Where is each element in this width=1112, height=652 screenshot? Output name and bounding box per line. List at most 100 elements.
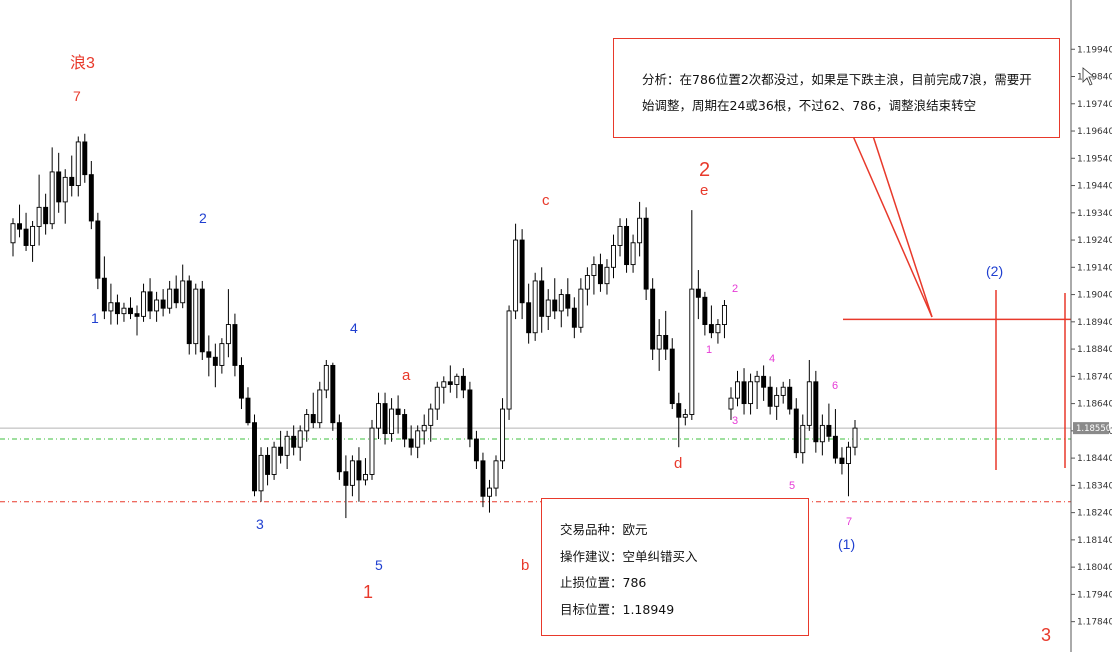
reference-lines [0, 318, 1071, 503]
candle-body [356, 460, 362, 481]
candle [134, 305, 140, 336]
y-tick-label: 1.19840 [1077, 73, 1112, 83]
candle-body [186, 280, 192, 345]
candle-body [578, 288, 584, 328]
candle [526, 283, 532, 344]
candle [167, 280, 173, 314]
candle [323, 359, 329, 399]
candle [382, 392, 388, 445]
y-tick-label: 1.19940 [1077, 45, 1112, 55]
candle-body [676, 403, 682, 418]
candle [154, 291, 160, 322]
candle [565, 278, 571, 317]
candle-body [88, 174, 94, 222]
candle-body [532, 280, 538, 334]
candle-body [291, 435, 297, 448]
candle-body [513, 239, 519, 312]
candle [17, 204, 23, 238]
candle [832, 409, 838, 464]
candle-body [500, 408, 506, 462]
candle [206, 335, 212, 377]
trade-note: 交易品种：欧元 操作建议：空单纠错买入 止损位置：786 目标位置：1.1894… [541, 498, 809, 636]
candle-body [101, 277, 107, 312]
candle-body [75, 141, 81, 186]
candle [493, 455, 499, 497]
candle-body [787, 386, 793, 410]
candle-body [415, 430, 421, 448]
candle-body [369, 427, 375, 475]
candle [304, 409, 310, 442]
candle [578, 278, 584, 333]
candle [95, 212, 101, 290]
candle [75, 136, 81, 197]
candle [754, 370, 760, 410]
candle-body [761, 375, 767, 388]
candle-body [819, 424, 825, 443]
candle [101, 256, 107, 320]
y-tick-label: 1.18640 [1077, 400, 1112, 410]
candle [212, 343, 218, 388]
wave-label-red-2: 2 [699, 159, 710, 181]
candle [114, 294, 120, 325]
candle-body [695, 288, 701, 298]
candle-body [108, 302, 114, 312]
candle-body [519, 239, 525, 304]
candle [715, 319, 721, 344]
candle-body [147, 291, 153, 312]
candle [408, 425, 414, 456]
candle-body [245, 397, 251, 424]
wave-label-red-c: c [542, 192, 550, 209]
wave-label-blue-3: 3 [256, 516, 264, 532]
candle [186, 275, 192, 355]
candle [265, 447, 271, 486]
candle-body [604, 266, 610, 285]
candle-body [774, 394, 780, 407]
candle [721, 300, 727, 339]
candle [317, 381, 323, 429]
candle-body [225, 324, 231, 345]
candle-body [30, 225, 36, 246]
trade-advice: 操作建议：空单纠错买入 [560, 548, 698, 564]
candle-body [376, 403, 381, 429]
candle-body [539, 280, 545, 317]
wave-label-paren-2: (2) [986, 263, 1003, 279]
analysis-line-1: 分析：在786位置2次都没过，如果是下跌主浪，目前完成7浪，需要开 [642, 72, 1032, 87]
candle-body [493, 460, 499, 489]
candle-body [624, 225, 630, 266]
candle [473, 430, 479, 470]
candle-body [330, 364, 336, 424]
candle [43, 193, 49, 235]
candle [676, 392, 682, 448]
candle [284, 430, 290, 470]
candle [369, 419, 375, 480]
candle [232, 313, 238, 377]
candle [160, 289, 166, 317]
candle-body [682, 414, 688, 418]
candle [774, 387, 780, 420]
candle [362, 458, 368, 486]
candle-body [362, 474, 368, 481]
y-tick-label: 1.18940 [1077, 318, 1112, 328]
candle [663, 310, 669, 360]
candles [10, 133, 858, 519]
candle [552, 278, 558, 320]
candle [806, 359, 812, 431]
candle [767, 376, 773, 415]
candle-body [310, 414, 316, 424]
wave-label-pink-7: 7 [846, 516, 852, 528]
candle [682, 409, 688, 426]
candle-body [467, 389, 473, 440]
candle-body [526, 302, 532, 334]
candle [735, 370, 740, 407]
candle-body [265, 454, 271, 475]
wave-label-blue-2: 2 [199, 210, 207, 226]
candle [252, 414, 257, 497]
candle [36, 174, 42, 246]
trade-stop-loss: 止损位置：786 [560, 575, 647, 590]
candle-body [114, 302, 120, 315]
candle [845, 441, 851, 497]
candle-body [754, 375, 760, 383]
candle [349, 455, 355, 497]
candle-body [643, 217, 649, 290]
candle [500, 398, 506, 470]
